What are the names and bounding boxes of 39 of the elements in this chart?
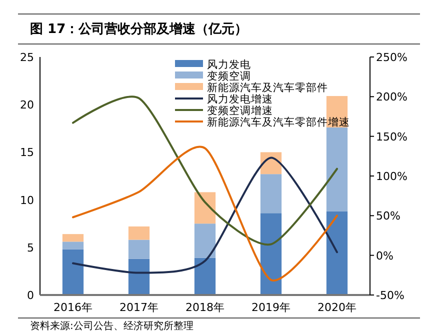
bar bbox=[62, 242, 84, 250]
y2-tick-label: -50% bbox=[376, 289, 404, 302]
legend-label: 风力发电 bbox=[207, 58, 251, 71]
y2-tick-label: 250% bbox=[376, 51, 408, 64]
bar bbox=[326, 211, 348, 295]
bar bbox=[128, 226, 150, 240]
y-tick-label: 5 bbox=[27, 241, 34, 254]
y-tick-label: 15 bbox=[20, 146, 34, 160]
x-tick-label: 2017年 bbox=[120, 301, 158, 314]
legend-label: 变频空调 bbox=[207, 70, 251, 82]
x-tick-label: 2019年 bbox=[252, 301, 290, 314]
legend-label: 新能源汽车及汽车零部件增速 bbox=[207, 116, 350, 128]
bar bbox=[194, 258, 216, 295]
bar bbox=[260, 213, 282, 295]
bar bbox=[260, 174, 282, 214]
y-tick-label: 20 bbox=[20, 98, 34, 112]
bar bbox=[62, 234, 84, 242]
chart-title: 图 17：公司营收分部及增速（亿元） bbox=[30, 21, 248, 37]
bar bbox=[194, 192, 216, 224]
y-tick-label: 10 bbox=[20, 194, 34, 207]
text: 资料来源:公司公告、经济研究所整理 bbox=[30, 320, 194, 331]
y2-tick-label: 50% bbox=[376, 210, 400, 223]
y2-tick-label: 150% bbox=[376, 130, 408, 144]
y-tick-label: 0 bbox=[27, 289, 34, 302]
bar bbox=[128, 240, 150, 259]
legend-label: 新能源汽车及汽车零部件 bbox=[207, 81, 328, 94]
y2-tick-label: 200% bbox=[376, 90, 408, 104]
x-tick-label: 2016年 bbox=[54, 301, 92, 314]
x-tick-label: 2020年 bbox=[318, 301, 356, 314]
bar bbox=[62, 249, 84, 295]
bar bbox=[128, 258, 150, 295]
y-tick-label: 25 bbox=[20, 51, 34, 64]
x-tick-label: 2018年 bbox=[186, 301, 224, 314]
bar bbox=[326, 127, 348, 212]
y2-tick-label: 0% bbox=[376, 249, 394, 262]
y2-tick-label: 100% bbox=[376, 170, 408, 183]
legend-label: 风力发电增速 bbox=[207, 92, 273, 106]
bar bbox=[194, 224, 216, 258]
legend-label: 变频空调增速 bbox=[207, 104, 273, 117]
